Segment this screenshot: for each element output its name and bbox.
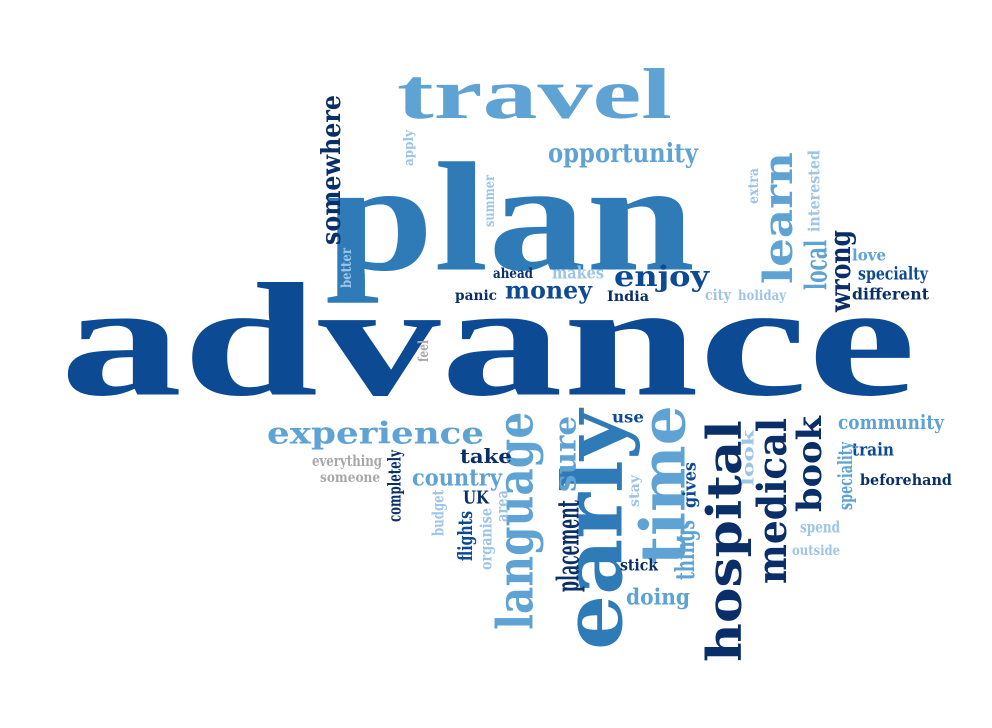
word-panic: panic: [455, 286, 498, 304]
word-experience: experience: [267, 415, 485, 451]
word-somewhere: somewhere: [315, 94, 347, 245]
word-holiday: holiday: [738, 286, 787, 304]
word-train: train: [852, 438, 895, 460]
word-someone: someone: [320, 468, 381, 486]
word-ahead: ahead: [493, 264, 533, 282]
word-things: things: [669, 520, 701, 580]
word-budget: budget: [428, 489, 448, 536]
word-makes: makes: [552, 262, 604, 283]
word-medical: medical: [748, 417, 796, 584]
word-summer: summer: [480, 175, 498, 227]
word-everything: everything: [312, 451, 382, 470]
word-uk: UK: [463, 486, 490, 508]
word-look: look: [738, 430, 758, 486]
word-better: better: [337, 247, 355, 288]
word-area: area: [492, 490, 512, 522]
word-stay: stay: [625, 474, 643, 507]
word-use: use: [612, 407, 644, 427]
word-wrong: wrong: [823, 229, 857, 312]
word-feel: feel: [414, 339, 432, 362]
word-flights: flights: [453, 511, 477, 561]
word-completely: completely: [383, 450, 405, 522]
word-gives: gives: [678, 462, 700, 508]
word-spend: spend: [800, 517, 841, 537]
word-interested: interested: [804, 150, 824, 232]
word-placement: placement: [550, 500, 586, 592]
word-apply: apply: [400, 130, 417, 166]
word-take: take: [460, 444, 512, 468]
word-india: India: [607, 287, 650, 305]
word-outside: outside: [792, 541, 841, 559]
word-stick: stick: [620, 555, 658, 575]
word-city: city: [705, 285, 732, 304]
word-advance: advance: [60, 250, 916, 431]
word-sure: sure: [547, 415, 583, 492]
word-doing: doing: [626, 584, 691, 610]
word-plan: plan: [325, 130, 696, 304]
word-enjoy: enjoy: [614, 259, 710, 293]
word-money: money: [505, 275, 592, 305]
word-extra: extra: [744, 168, 762, 204]
word-speciality: speciality: [833, 442, 857, 510]
word-country: country: [412, 463, 502, 492]
word-learn: learn: [754, 152, 802, 284]
word-beforehand: beforehand: [860, 470, 952, 489]
word-specialty: specialty: [858, 262, 928, 284]
word-community: community: [838, 410, 944, 434]
word-travel: travel: [397, 53, 672, 134]
word-different: different: [852, 284, 929, 304]
word-love: love: [852, 245, 887, 265]
word-opportunity: opportunity: [548, 137, 698, 169]
word-book: book: [788, 416, 830, 512]
